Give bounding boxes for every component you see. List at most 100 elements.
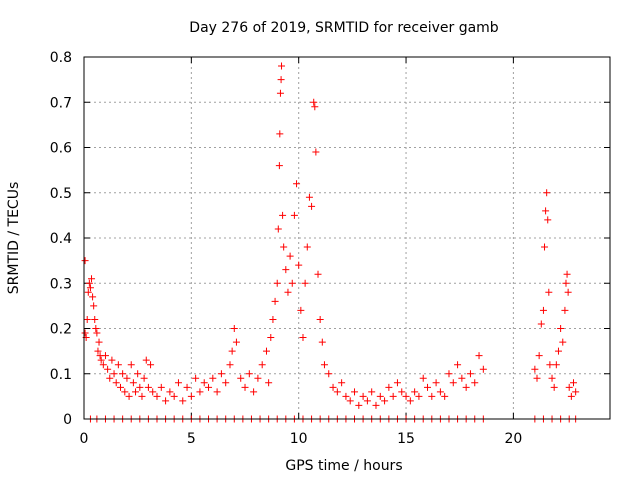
data-point: [278, 62, 286, 70]
data-point: [157, 383, 165, 391]
data-point: [162, 397, 170, 405]
x-tick-label: 15: [397, 431, 415, 447]
data-point: [142, 356, 150, 364]
data-point: [539, 306, 547, 314]
data-point: [89, 293, 97, 301]
data-point: [237, 374, 245, 382]
data-point: [543, 189, 551, 197]
data-point: [454, 361, 462, 369]
data-point: [542, 207, 550, 215]
data-point: [351, 388, 359, 396]
data-point: [232, 338, 240, 346]
data-point: [91, 315, 99, 323]
data-point: [95, 338, 103, 346]
data-point: [125, 392, 133, 400]
data-point: [84, 288, 92, 296]
data-point: [559, 338, 567, 346]
data-point: [333, 388, 341, 396]
data-point: [565, 383, 573, 391]
data-point: [183, 383, 191, 391]
data-point: [562, 279, 570, 287]
data-point: [572, 388, 580, 396]
data-point: [318, 338, 326, 346]
y-tick-label: 0.4: [50, 231, 72, 247]
data-point: [310, 98, 318, 106]
data-point: [228, 347, 236, 355]
data-point: [290, 211, 298, 219]
data-point: [276, 130, 284, 138]
data-point: [97, 356, 105, 364]
data-point: [552, 361, 560, 369]
data-point: [241, 383, 249, 391]
data-point: [250, 388, 258, 396]
data-point: [258, 361, 266, 369]
data-point: [174, 379, 182, 387]
data-point: [114, 361, 122, 369]
data-point: [187, 392, 195, 400]
data-point: [83, 315, 91, 323]
data-point: [99, 361, 107, 369]
data-point: [299, 334, 307, 342]
data-point: [436, 388, 444, 396]
data-point: [123, 374, 131, 382]
data-point: [108, 356, 116, 364]
data-point: [140, 374, 148, 382]
data-point: [205, 383, 213, 391]
data-point: [179, 397, 187, 405]
data-point: [329, 383, 337, 391]
data-point: [93, 329, 101, 337]
data-point: [342, 392, 350, 400]
data-point: [376, 392, 384, 400]
data-point: [293, 180, 301, 188]
data-point: [415, 392, 423, 400]
y-tick-label: 0.1: [50, 367, 72, 383]
data-point: [282, 266, 290, 274]
data-point: [192, 374, 200, 382]
data-point: [209, 374, 217, 382]
data-point: [411, 388, 419, 396]
data-point: [368, 388, 376, 396]
data-point: [288, 279, 296, 287]
x-tick-label: 20: [504, 431, 522, 447]
data-point: [475, 352, 483, 360]
data-points: [81, 62, 580, 423]
data-point: [372, 401, 380, 409]
y-tick-label: 0: [63, 412, 72, 428]
data-point: [222, 379, 230, 387]
data-point: [267, 334, 275, 342]
data-point: [441, 392, 449, 400]
data-point: [226, 361, 234, 369]
data-point: [554, 347, 562, 355]
data-point: [381, 397, 389, 405]
data-point: [110, 370, 118, 378]
data-point: [320, 361, 328, 369]
data-point: [550, 383, 558, 391]
data-point: [101, 352, 109, 360]
data-point: [363, 397, 371, 405]
data-point: [557, 325, 565, 332]
y-axis-label: SRMTID / TECUs: [6, 182, 22, 295]
data-point: [561, 306, 569, 314]
data-point: [284, 288, 292, 296]
data-point: [398, 388, 406, 396]
data-point: [132, 388, 140, 396]
y-tick-label: 0.6: [50, 141, 72, 157]
data-point: [466, 370, 474, 378]
y-tick-label: 0.7: [50, 95, 72, 111]
data-point: [479, 365, 487, 373]
data-point: [90, 302, 98, 310]
data-point: [81, 257, 89, 265]
x-tick-label: 0: [80, 431, 89, 447]
data-point: [428, 392, 436, 400]
data-point: [295, 261, 303, 269]
data-point: [458, 374, 466, 382]
data-point: [419, 374, 427, 382]
data-point: [564, 288, 572, 296]
data-point: [303, 243, 311, 251]
data-point: [308, 202, 316, 210]
x-tick-label: 5: [187, 431, 196, 447]
data-point: [119, 370, 127, 378]
data-point: [541, 243, 549, 251]
data-point: [402, 392, 410, 400]
